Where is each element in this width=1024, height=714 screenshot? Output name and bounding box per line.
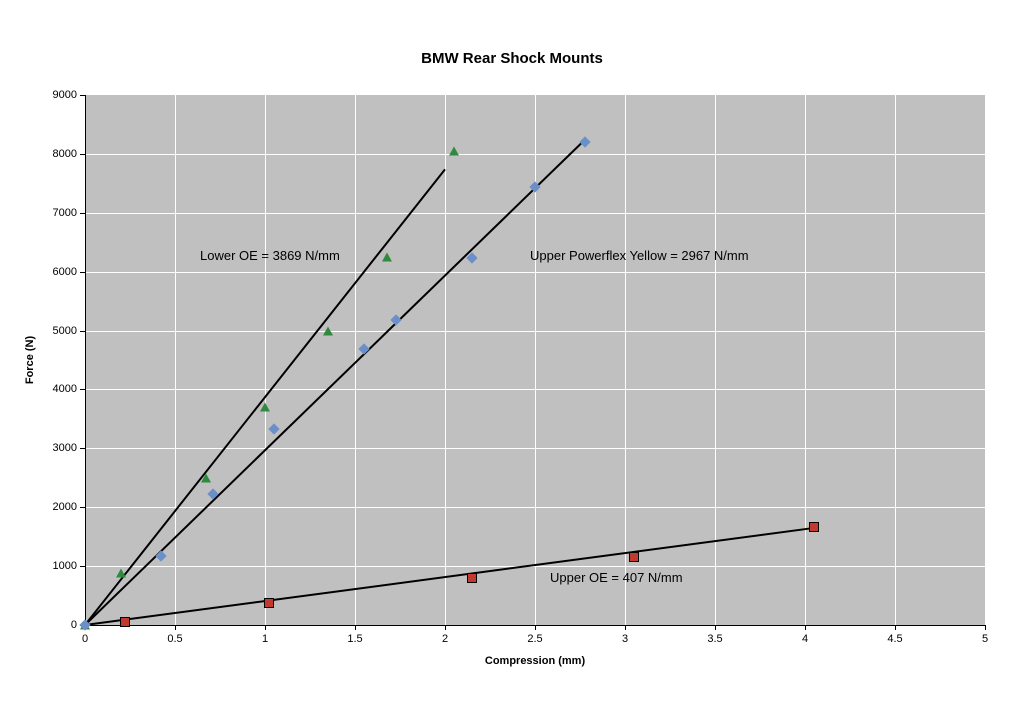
data-point-upper-oe	[629, 552, 639, 562]
x-tick-label: 5	[982, 633, 988, 645]
y-gridline	[85, 213, 985, 214]
x-gridline	[175, 95, 176, 625]
data-point-upper-oe	[120, 617, 130, 627]
data-point-lower-oe	[116, 569, 126, 578]
x-tick-label: 0	[82, 633, 88, 645]
x-tick-label: 4.5	[887, 633, 902, 645]
x-tick-label: 2	[442, 633, 448, 645]
data-point-lower-oe	[260, 403, 270, 412]
x-gridline	[445, 95, 446, 625]
y-tick-label: 6000	[45, 266, 77, 278]
y-tick-label: 0	[45, 619, 77, 631]
x-tick-label: 2.5	[527, 633, 542, 645]
x-tick-label: 1	[262, 633, 268, 645]
y-tick-label: 7000	[45, 207, 77, 219]
y-gridline	[85, 566, 985, 567]
data-point-upper-oe	[809, 522, 819, 532]
y-axis-title: Force (N)	[24, 336, 36, 384]
chart-container: BMW Rear Shock Mounts 0 0.5 1 1.5 2 2.5 3 3.5 4 4…	[0, 0, 1024, 714]
y-gridline	[85, 331, 985, 332]
x-tick-label: 0.5	[167, 633, 182, 645]
y-tick-label: 9000	[45, 89, 77, 101]
x-tick-label: 3.5	[707, 633, 722, 645]
x-axis-line	[85, 625, 985, 626]
y-gridline	[85, 448, 985, 449]
y-gridline	[85, 154, 985, 155]
chart-annotation: Lower OE = 3869 N/mm	[200, 248, 340, 263]
y-tick-label: 8000	[45, 148, 77, 160]
x-gridline	[805, 95, 806, 625]
x-tick-label: 1.5	[347, 633, 362, 645]
x-tick-label: 4	[802, 633, 808, 645]
x-gridline	[715, 95, 716, 625]
y-tick-label: 3000	[45, 442, 77, 454]
chart-annotation: Upper OE = 407 N/mm	[550, 570, 683, 585]
x-tick	[985, 625, 986, 630]
chart-annotation: Upper Powerflex Yellow = 2967 N/mm	[530, 248, 749, 263]
data-point-lower-oe	[323, 326, 333, 335]
y-tick-label: 2000	[45, 501, 77, 513]
y-gridline	[85, 272, 985, 273]
x-gridline	[535, 95, 536, 625]
y-tick-label: 5000	[45, 325, 77, 337]
chart-title: BMW Rear Shock Mounts	[0, 50, 1024, 67]
y-gridline	[85, 389, 985, 390]
data-point-upper-oe	[467, 573, 477, 583]
x-gridline	[265, 95, 266, 625]
data-point-lower-oe	[382, 252, 392, 261]
y-tick-label: 1000	[45, 560, 77, 572]
x-gridline	[355, 95, 356, 625]
y-tick-label: 4000	[45, 383, 77, 395]
y-axis-line	[85, 95, 86, 625]
data-point-lower-oe	[449, 146, 459, 155]
x-axis-title: Compression (mm)	[485, 655, 585, 667]
data-point-upper-oe	[264, 598, 274, 608]
data-point-lower-oe	[201, 473, 211, 482]
y-gridline	[85, 507, 985, 508]
x-tick-label: 3	[622, 633, 628, 645]
x-gridline	[895, 95, 896, 625]
x-gridline	[625, 95, 626, 625]
